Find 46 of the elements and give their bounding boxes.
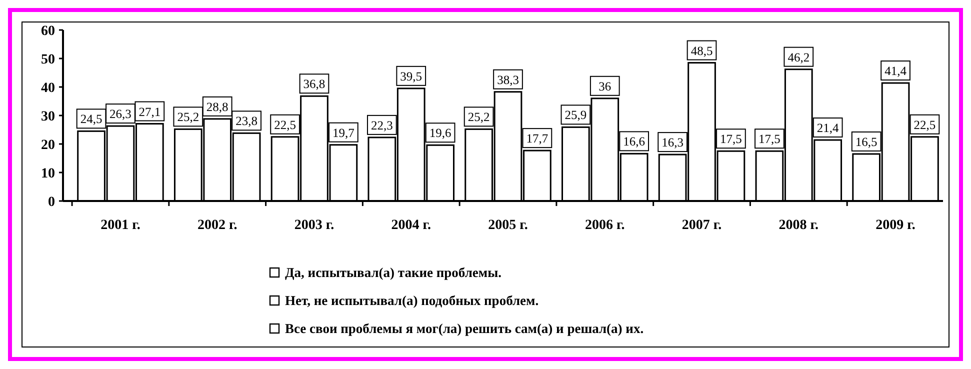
y-tick-label: 30	[41, 110, 55, 124]
x-tick-label: 2007 г.	[682, 218, 722, 233]
data-label: 16,3	[662, 136, 684, 150]
data-label: 21,4	[816, 121, 840, 136]
y-tick-label: 40	[41, 81, 55, 96]
x-tick-label: 2006 г.	[584, 218, 625, 233]
legend-label: Нет, не испытывал(а) подобных проблем.	[285, 293, 539, 308]
data-label: 22,3	[370, 118, 393, 132]
data-label: 23,8	[236, 114, 258, 128]
legend-label: Все свои проблемы я мог(ла) решить сам(а) и решал(а) их.	[285, 321, 644, 336]
data-label: 27,1	[138, 104, 161, 119]
data-label: 19,7	[332, 126, 354, 140]
data-label: 22,5	[274, 118, 296, 132]
data-label: 16,5	[855, 134, 878, 149]
data-label: 25,2	[468, 110, 490, 124]
x-tick-label: 2005 г.	[488, 218, 528, 233]
data-label: 36,8	[303, 77, 326, 92]
x-tick-label: 2002 г.	[197, 218, 238, 233]
data-label: 46,2	[788, 50, 810, 64]
y-tick-label: 10	[41, 166, 55, 182]
data-label: 24,5	[80, 112, 102, 126]
data-label: 39,5	[400, 69, 422, 84]
data-label: 17,5	[758, 132, 780, 146]
legend-label: Да, испытывал(а) такие проблемы.	[285, 265, 502, 280]
y-tick-label: 0	[48, 195, 55, 210]
data-label: 48,5	[690, 44, 713, 58]
data-label: 17,5	[720, 132, 742, 146]
data-label: 41,4	[884, 64, 908, 78]
x-tick-label: 2003 г.	[294, 218, 334, 233]
data-label: 26,3	[110, 107, 132, 122]
data-label: 28,8	[206, 100, 228, 114]
y-tick-label: 60	[41, 24, 55, 39]
y-tick-label: 20	[41, 138, 55, 153]
x-tick-label: 2001 г.	[100, 218, 140, 233]
data-label: 17,7	[526, 132, 548, 146]
data-label: 36	[598, 79, 612, 94]
x-tick-label: 2004 г.	[391, 218, 432, 233]
data-label: 25,9	[564, 108, 587, 122]
x-tick-label: 2009 г.	[876, 218, 916, 233]
data-label: 22,5	[914, 118, 936, 132]
data-label: 19,6	[429, 126, 452, 140]
data-label: 38,3	[497, 72, 519, 87]
x-tick-label: 2008 г.	[778, 218, 819, 233]
data-label: 16,6	[623, 134, 646, 149]
data-label: 25,2	[177, 110, 200, 124]
y-tick-label: 50	[41, 52, 55, 68]
